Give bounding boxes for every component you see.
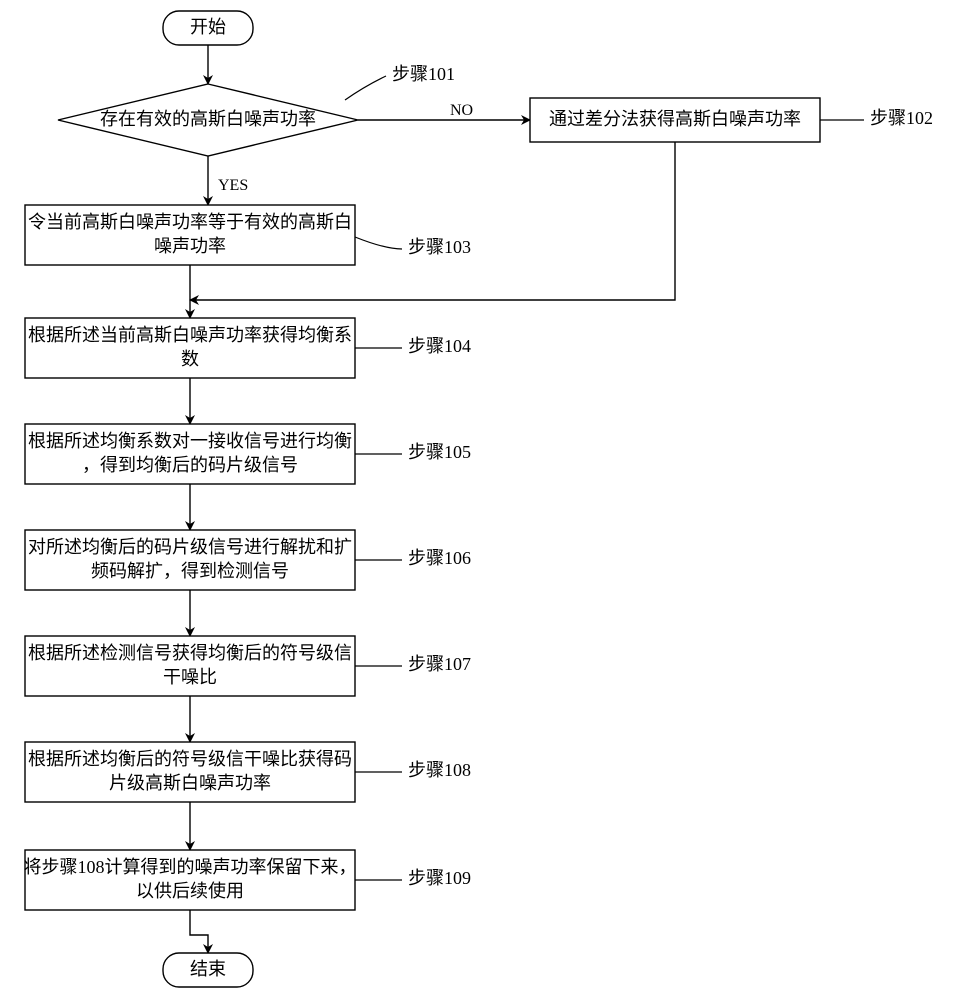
end-label: 结束 [190, 959, 226, 979]
step-label-s102: 步骤102 [820, 108, 933, 128]
step-label-s108: 步骤108 [355, 760, 471, 780]
node-s102: 通过差分法获得高斯白噪声功率 [530, 98, 820, 142]
s106-text1: 对所述均衡后的码片级信号进行解扰和扩 [28, 537, 352, 557]
decision-label: 存在有效的高斯白噪声功率 [100, 109, 316, 129]
start-label: 开始 [190, 17, 226, 37]
step-label-s107: 步骤107 [355, 654, 471, 674]
step-label-s105: 步骤105 [355, 442, 471, 462]
step-labels: 步骤101 步骤102 步骤103 步骤104 步骤105 步骤106 步骤107 步骤108… [345, 64, 933, 888]
step-label-text-s108: 步骤108 [408, 760, 471, 780]
s107-text1: 根据所述检测信号获得均衡后的符号级信 [28, 643, 352, 663]
node-s107: 根据所述检测信号获得均衡后的符号级信干噪比 [25, 636, 355, 696]
flowchart-canvas: 开始结束 存在有效的高斯白噪声功率 通过差分法获得高斯白噪声功率令当前高斯白噪声功率… [0, 0, 961, 1000]
step-label-text-s101: 步骤101 [392, 64, 455, 84]
branch-no: NO [450, 102, 473, 119]
edge-s109-end [190, 910, 208, 953]
node-s105: 根据所述均衡系数对一接收信号进行均衡 ，得到均衡后的码片级信号 [25, 424, 355, 484]
s108-text2: 片级高斯白噪声功率 [109, 773, 271, 793]
node-s108: 根据所述均衡后的符号级信干噪比获得码片级高斯白噪声功率 [25, 742, 355, 802]
s103-text2: 噪声功率 [154, 236, 226, 256]
edges [190, 45, 675, 953]
step-label-s104: 步骤104 [355, 336, 471, 356]
s104-text2: 数 [181, 349, 199, 369]
s105-text2: ，得到均衡后的码片级信号 [82, 455, 298, 475]
branch-yes: YES [218, 177, 248, 194]
s108-text1: 根据所述均衡后的符号级信干噪比获得码 [28, 749, 352, 769]
node-start: 开始 [163, 11, 253, 45]
s109-text2: 以供后续使用 [136, 881, 244, 901]
s107-text2: 干噪比 [163, 667, 217, 687]
step-label-text-s109: 步骤109 [408, 868, 471, 888]
step-label-s103: 步骤103 [355, 237, 471, 257]
s104-text1: 根据所述当前高斯白噪声功率获得均衡系 [28, 325, 352, 345]
node-s103: 令当前高斯白噪声功率等于有效的高斯白噪声功率 [25, 205, 355, 265]
s106-text2: 频码解扩，得到检测信号 [91, 561, 289, 581]
step-label-text-s104: 步骤104 [408, 336, 471, 356]
step-label-text-s107: 步骤107 [408, 654, 471, 674]
step-label-text-s103: 步骤103 [408, 237, 471, 257]
step-label-s101: 步骤101 [345, 64, 455, 100]
s102-text1: 通过差分法获得高斯白噪声功率 [549, 109, 801, 129]
step-label-text-s105: 步骤105 [408, 442, 471, 462]
node-end: 结束 [163, 953, 253, 987]
node-s106: 对所述均衡后的码片级信号进行解扰和扩频码解扩，得到检测信号 [25, 530, 355, 590]
node-decision: 存在有效的高斯白噪声功率 [58, 84, 358, 156]
s109-text1: 将步骤108计算得到的噪声功率保留下来， [24, 857, 357, 877]
step-label-s109: 步骤109 [355, 868, 471, 888]
step-label-text-s106: 步骤106 [408, 548, 471, 568]
s103-text1: 令当前高斯白噪声功率等于有效的高斯白 [28, 212, 352, 232]
s105-text1: 根据所述均衡系数对一接收信号进行均衡 [28, 431, 352, 451]
step-label-s106: 步骤106 [355, 548, 471, 568]
node-s109: 将步骤108计算得到的噪声功率保留下来， 以供后续使用 [24, 850, 357, 910]
step-label-text-s102: 步骤102 [870, 108, 933, 128]
nodes: 开始结束 存在有效的高斯白噪声功率 通过差分法获得高斯白噪声功率令当前高斯白噪声功率… [24, 11, 821, 987]
node-s104: 根据所述当前高斯白噪声功率获得均衡系数 [25, 318, 355, 378]
